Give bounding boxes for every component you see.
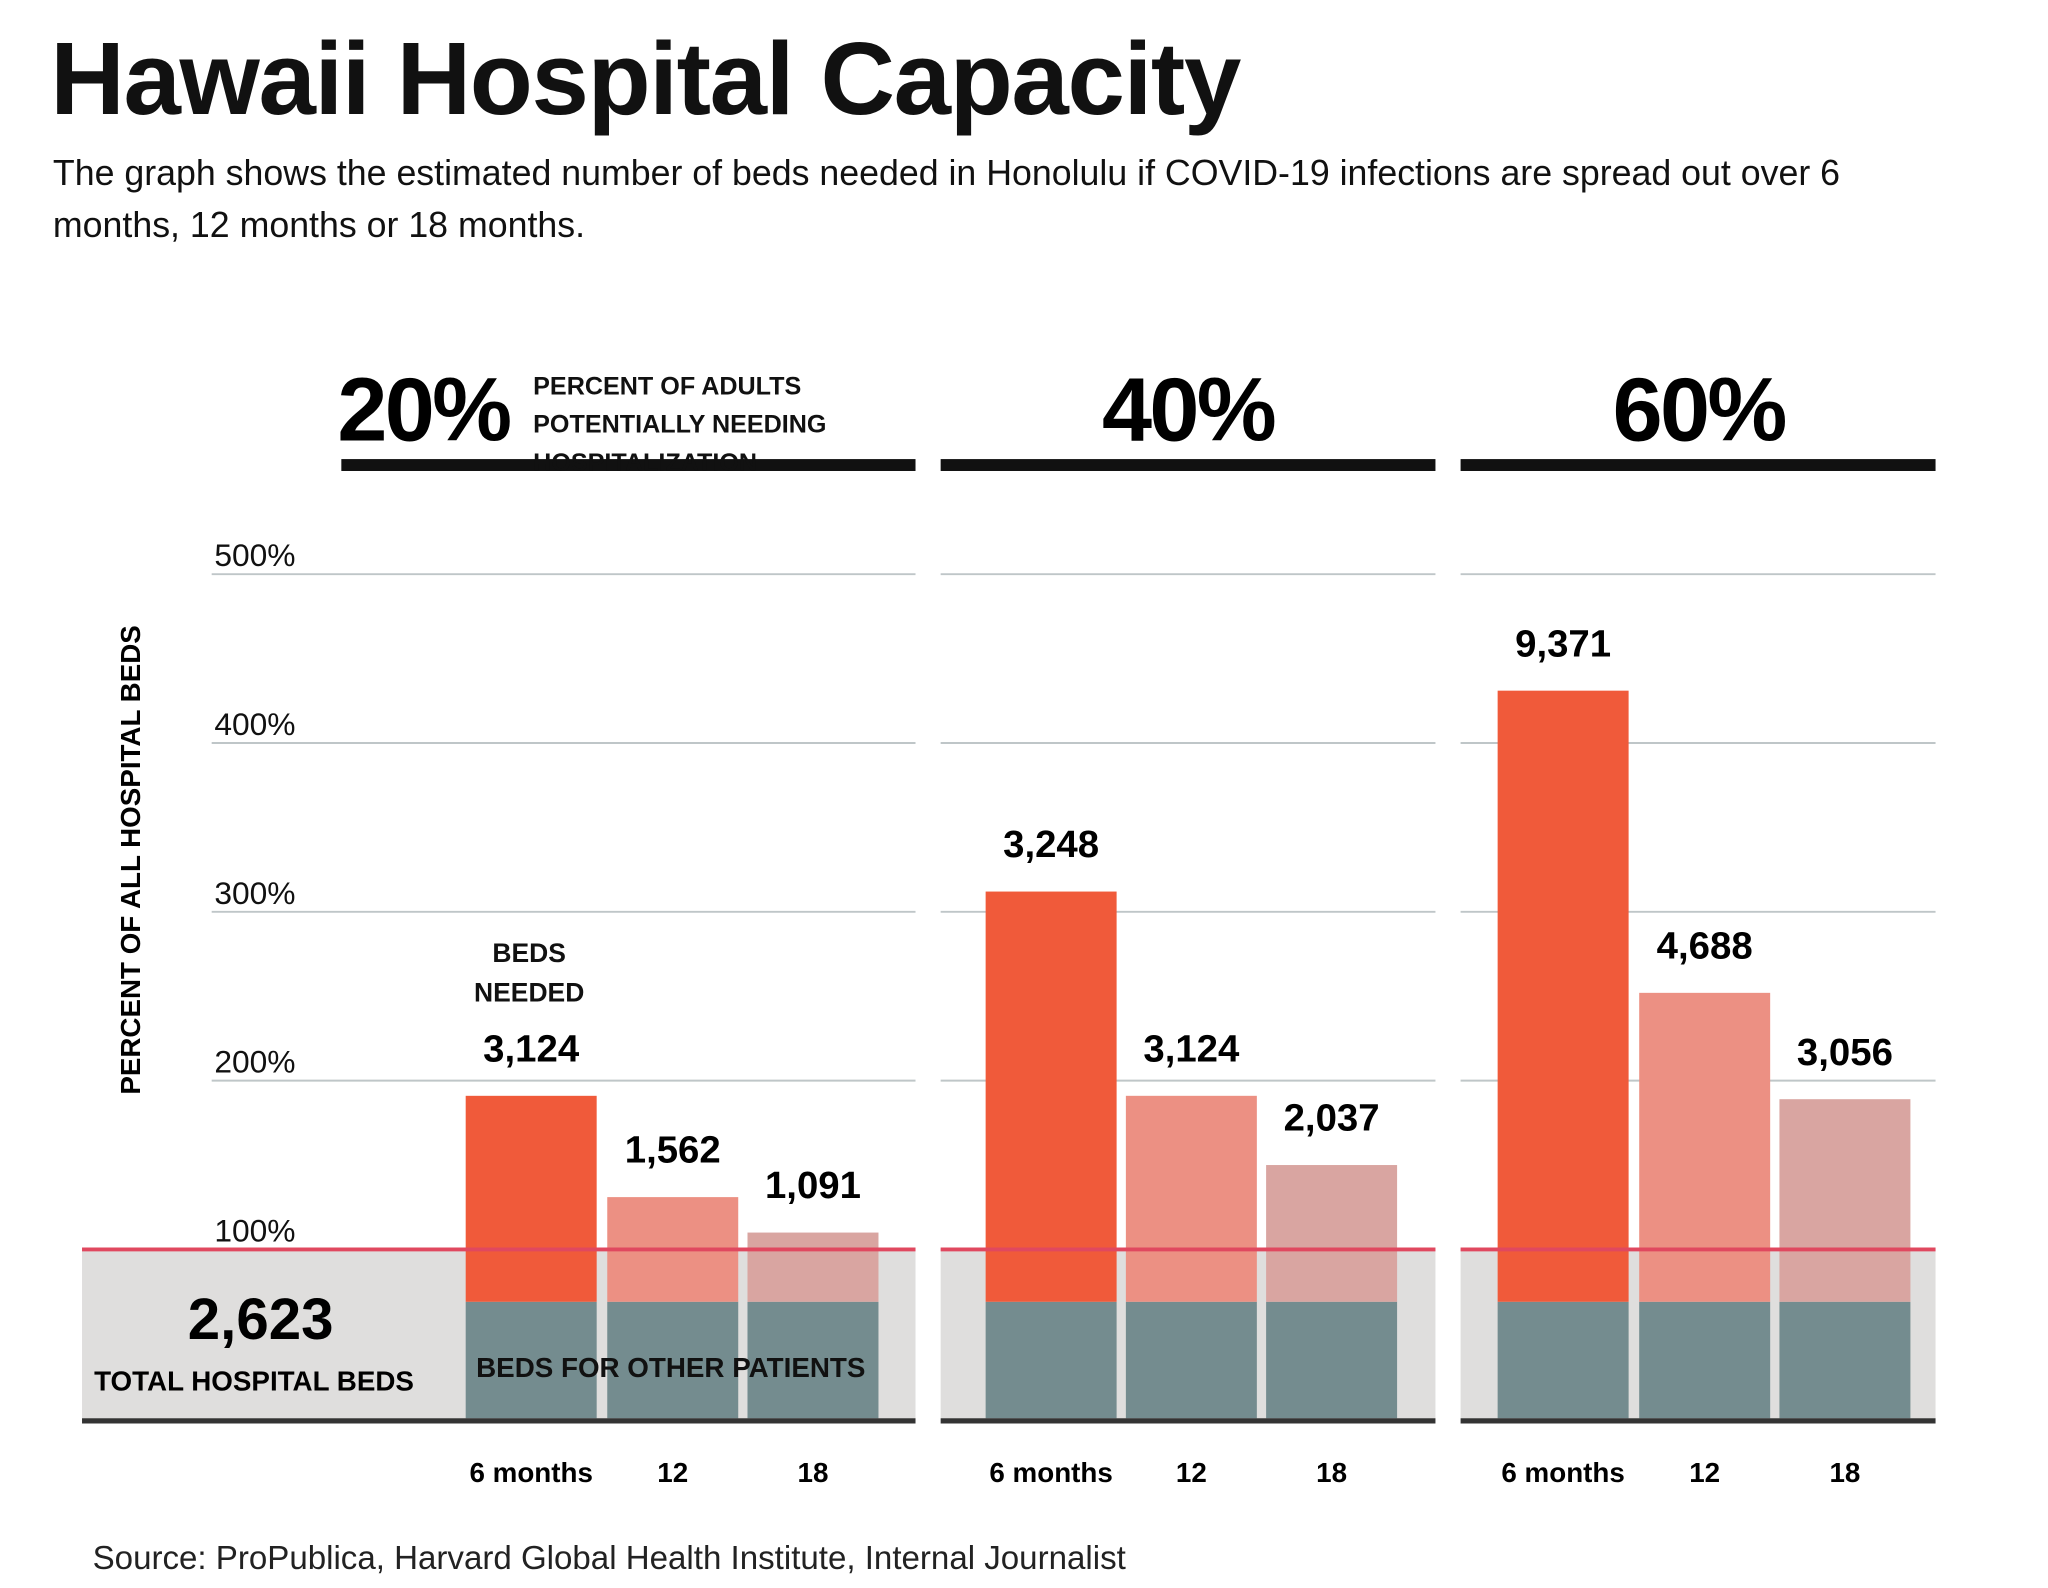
bar-segment [985, 891, 1117, 1302]
panel-label: 40% [1102, 361, 1275, 461]
panel-rule [940, 459, 1436, 471]
bar-segment [1639, 1301, 1771, 1419]
x-tick-label: 12 [657, 1457, 688, 1488]
bar-segment [1266, 1165, 1398, 1302]
value-label: 3,056 [1797, 1031, 1893, 1074]
legend-label: BEDS FOR OTHER PATIENTS [476, 1352, 865, 1383]
y-tick-label: 400% [214, 706, 295, 742]
bar-segment [1779, 1099, 1911, 1302]
value-label: 3,248 [1003, 823, 1099, 866]
value-label: 3,124 [483, 1027, 580, 1070]
x-tick-label: 6 months [989, 1457, 1112, 1488]
panel-rule [1460, 459, 1936, 471]
y-tick-label: 300% [214, 875, 295, 911]
legend-label: BEDS NEEDED [474, 939, 585, 1009]
bar-segment [607, 1301, 739, 1419]
bar-segment [1125, 1095, 1257, 1302]
bar-segment [1497, 690, 1629, 1302]
x-tick-label: 12 [1689, 1457, 1720, 1488]
bar-segment [465, 1095, 597, 1302]
value-label: 1,562 [625, 1129, 721, 1172]
bar-segment [747, 1232, 879, 1302]
x-tick-label: 18 [798, 1457, 829, 1488]
bar-segment [465, 1301, 597, 1419]
value-label: 4,688 [1657, 924, 1753, 967]
x-tick-label: 6 months [469, 1457, 592, 1488]
value-label: 9,371 [1515, 622, 1611, 665]
x-tick-label: 18 [1829, 1457, 1860, 1488]
bar-segment [1639, 992, 1771, 1302]
chart-subtitle: The graph shows the estimated number of … [52, 153, 1841, 245]
value-label: 3,124 [1143, 1027, 1240, 1070]
bar-segment [1125, 1301, 1257, 1419]
bar-segment [1497, 1301, 1629, 1419]
y-axis-title: PERCENT OF ALL HOSPITAL BEDS [115, 625, 146, 1094]
bar-segment [1779, 1301, 1911, 1419]
source: Source: ProPublica, Harvard Global Healt… [92, 1539, 1126, 1578]
panel-rule [341, 459, 916, 471]
x-tick-label: 12 [1176, 1457, 1207, 1488]
y-tick-label: 500% [214, 537, 295, 573]
bar-segment [747, 1301, 879, 1419]
y-tick-label: 100% [214, 1213, 295, 1249]
x-tick-label: 6 months [1501, 1457, 1624, 1488]
bar-segment [985, 1301, 1117, 1419]
chart-title: Hawaii Hospital Capacity [50, 19, 1241, 137]
total-beds-text: TOTAL HOSPITAL BEDS [94, 1365, 414, 1396]
y-tick-label: 200% [214, 1044, 295, 1080]
panel-note: PERCENT OF ADULTS POTENTIALLY NEEDING HO… [533, 373, 827, 478]
value-label: 2,037 [1284, 1097, 1380, 1140]
panel-label: 60% [1613, 361, 1786, 461]
x-tick-label: 18 [1316, 1457, 1347, 1488]
value-label: 1,091 [765, 1164, 861, 1207]
total-beds-value: 2,623 [188, 1287, 334, 1352]
bar-segment [1266, 1301, 1398, 1419]
panel-label: 20% [337, 361, 510, 461]
